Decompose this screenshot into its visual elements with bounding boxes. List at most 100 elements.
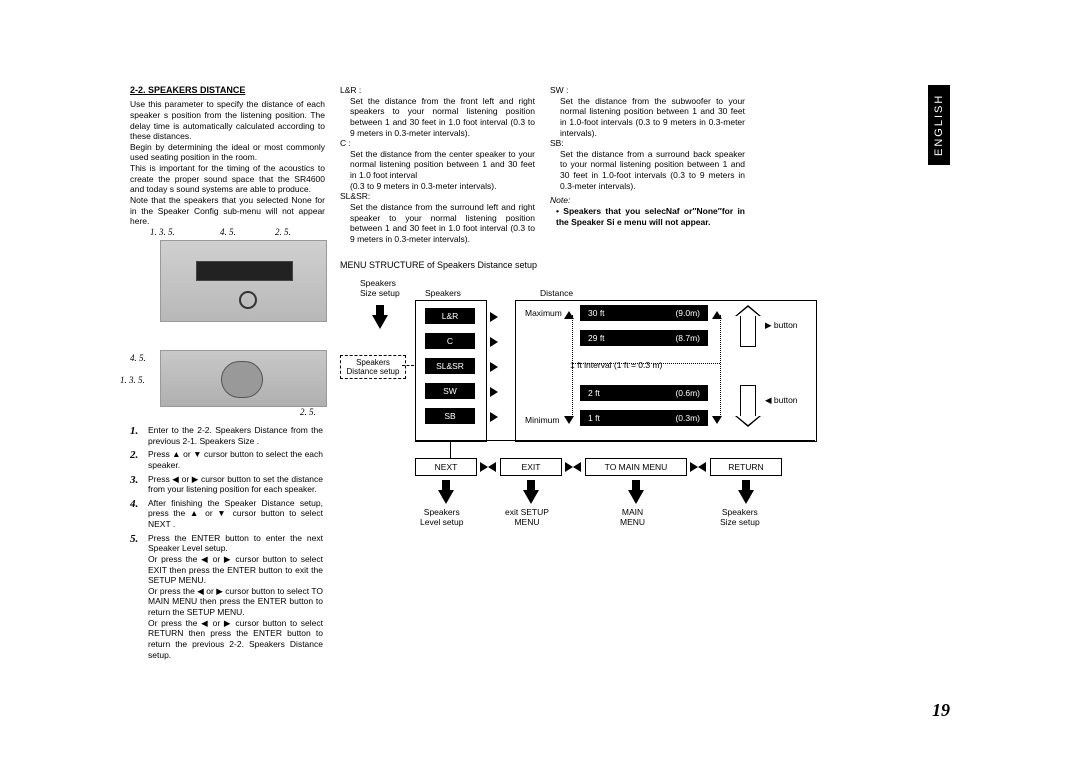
intro-text: Use this parameter to specify the distan… <box>130 99 325 227</box>
step-text: Press ◀ or ▶ cursor button to set the di… <box>148 474 323 495</box>
arrow-left-icon <box>488 462 496 472</box>
nav-main: TO MAIN MENU <box>585 458 687 476</box>
sub-label: MAIN MENU <box>620 507 645 527</box>
callout: 1. 3. 5. <box>150 227 175 237</box>
receiver-front-image <box>160 240 327 322</box>
sub-label: exit SETUP MENU <box>505 507 549 527</box>
ft: 1 ft <box>588 413 600 423</box>
left-button-label: ◀ button <box>765 395 798 406</box>
arrow-right-icon <box>565 462 573 472</box>
label: Distance <box>540 288 573 298</box>
sub-label: Speakers Level setup <box>420 507 463 527</box>
m: (0.6m) <box>675 388 708 398</box>
distance-row: 29 ft (8.7m) <box>580 330 708 346</box>
callout: 4. 5. <box>130 353 146 363</box>
arrow-down-icon <box>564 416 574 424</box>
step-text: Press ▲ or ▼ cursor button to select the… <box>148 449 323 470</box>
arrow-down-icon <box>438 490 454 504</box>
arrow-down-icon <box>372 315 388 329</box>
arrow-right-icon <box>490 387 498 397</box>
sl-text: Set the distance from the surround left … <box>340 202 535 245</box>
arrow-down-icon <box>628 490 644 504</box>
arrow-right-icon <box>690 462 698 472</box>
arrow-right-icon <box>480 462 488 472</box>
step: 3.Press ◀ or ▶ cursor button to set the … <box>130 474 330 498</box>
arrow-down-outline-icon <box>740 385 756 417</box>
arrow-right-icon <box>490 362 498 372</box>
step-text: Enter to the 2-2. Speakers Distance from… <box>148 425 323 446</box>
nav-return: RETURN <box>710 458 782 476</box>
arrow-up-icon <box>564 311 574 319</box>
menu-structure-diagram: MENU STRUCTURE of Speakers Distance setu… <box>340 260 930 510</box>
right-button-label: ▶ button <box>765 320 798 331</box>
distance-row: 2 ft (0.6m) <box>580 385 708 401</box>
steps-list: 1.Enter to the 2-2. Speakers Distance fr… <box>130 425 330 663</box>
speaker-item: SW <box>425 383 475 399</box>
dotted-line <box>572 363 720 364</box>
step-num: 2. <box>130 449 148 463</box>
knob-icon <box>239 291 257 309</box>
diagram-title: MENU STRUCTURE of Speakers Distance setu… <box>340 260 930 270</box>
column-3: SW : Set the distance from the subwoofer… <box>550 85 745 227</box>
distance-row: 1 ft (0.3m) <box>580 410 708 426</box>
dotted-line <box>720 315 721 415</box>
step: 4.After finishing the Speaker Distance s… <box>130 498 330 533</box>
lr-label: L&R : <box>340 85 535 96</box>
arrow-left-icon <box>573 462 581 472</box>
sl-label: SL&SR: <box>340 191 535 202</box>
m: (8.7m) <box>675 333 708 343</box>
callout: 1. 3. 5. <box>120 375 145 385</box>
arrow-left-icon <box>698 462 706 472</box>
step: 2.Press ▲ or ▼ cursor button to select t… <box>130 449 330 473</box>
arrow-down-icon <box>738 490 754 504</box>
label: Speakers <box>425 288 461 298</box>
dotted-line <box>572 315 573 415</box>
distance-row: 30 ft (9.0m) <box>580 305 708 321</box>
column-1: 2-2. SPEAKERS DISTANCE Use this paramete… <box>130 85 325 227</box>
note-label: Note: <box>550 195 745 206</box>
step-text: After finishing the Speaker Distance set… <box>148 498 323 530</box>
column-2: L&R : Set the distance from the front le… <box>340 85 535 244</box>
callout: 2. 5. <box>300 407 316 417</box>
connector-line <box>450 440 451 458</box>
sb-label: SB: <box>550 138 745 149</box>
speaker-item: SB <box>425 408 475 424</box>
display-icon <box>196 261 293 281</box>
nav-exit: EXIT <box>500 458 562 476</box>
step-num: 1. <box>130 425 148 439</box>
step-text: Press the ENTER button to enter the next… <box>148 533 323 661</box>
arrow-up-icon <box>712 311 722 319</box>
sb-text: Set the distance from a surround back sp… <box>550 149 745 192</box>
speaker-item: L&R <box>425 308 475 324</box>
step-num: 4. <box>130 498 148 512</box>
step: 5.Press the ENTER button to enter the ne… <box>130 533 330 664</box>
m: (0.3m) <box>675 413 708 423</box>
arrow-right-icon <box>490 312 498 322</box>
arrow-right-icon <box>490 337 498 347</box>
dash-line <box>402 365 414 366</box>
speaker-item: SL&SR <box>425 358 475 374</box>
ft: 2 ft <box>588 388 600 398</box>
note-text: • Speakers that you selecNaf or″None″for… <box>550 206 745 227</box>
sw-label: SW : <box>550 85 745 96</box>
nav-next: NEXT <box>415 458 477 476</box>
step-num: 3. <box>130 474 148 488</box>
connector-line <box>415 440 815 441</box>
ft: 30 ft <box>588 308 605 318</box>
dpad-icon <box>221 361 263 398</box>
c-text: Set the distance from the center speaker… <box>340 149 535 192</box>
interval-label: 1 ft interval (1 ft = 0.3 m) <box>570 360 662 370</box>
page-number: 19 <box>932 700 950 721</box>
ft: 29 ft <box>588 333 605 343</box>
arrow-down-icon <box>712 416 722 424</box>
language-tab: ENGLISH <box>928 85 950 165</box>
m: (9.0m) <box>675 308 708 318</box>
arrow-down-icon <box>523 490 539 504</box>
min-label: Minimum <box>525 415 559 425</box>
step: 1.Enter to the 2-2. Speakers Distance fr… <box>130 425 330 449</box>
arrow-up-outline-icon <box>740 315 756 347</box>
callout: 4. 5. <box>220 227 236 237</box>
dashed-label: Speakers Distance setup <box>340 355 406 379</box>
max-label: Maximum <box>525 308 562 318</box>
manual-page: ENGLISH 2-2. SPEAKERS DISTANCE Use this … <box>130 85 950 645</box>
